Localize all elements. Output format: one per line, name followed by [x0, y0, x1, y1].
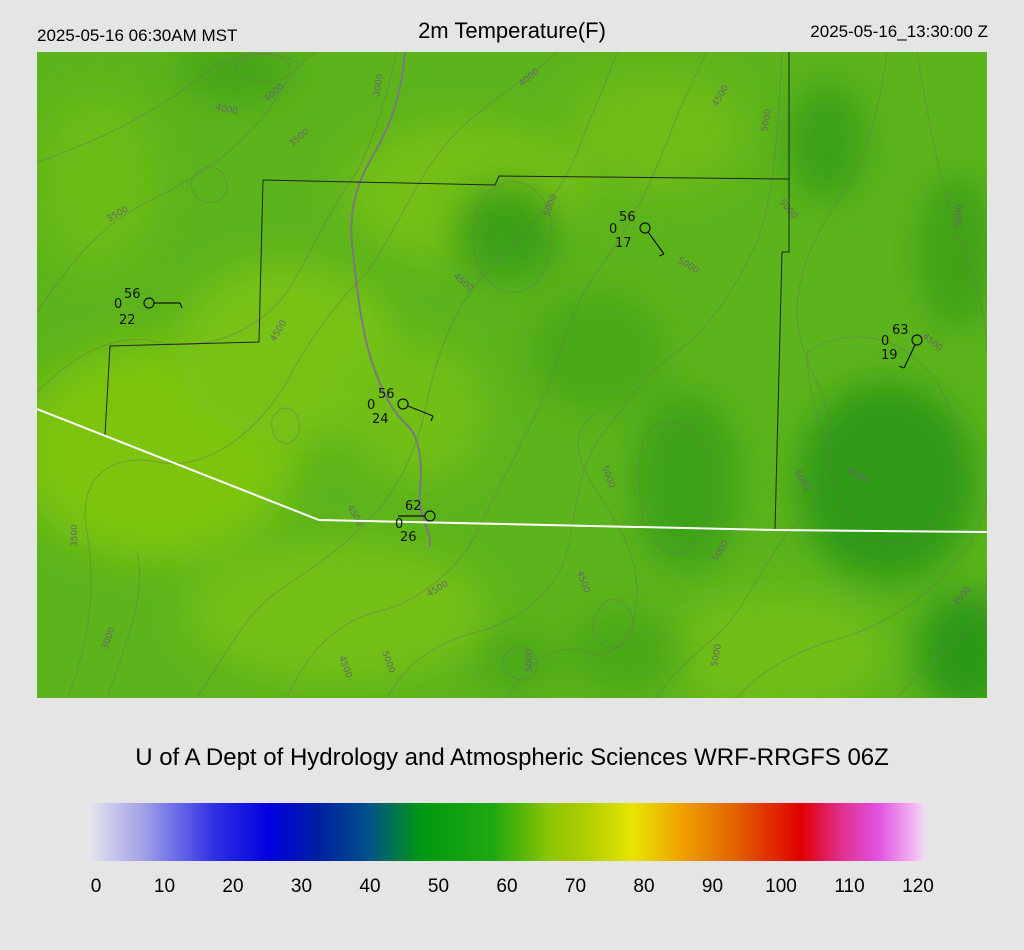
contour-label: 5000 [955, 204, 965, 227]
colorbar-ticks: 0 10 20 30 40 50 60 70 80 90 100 110 120 [0, 876, 1024, 900]
colorbar-tick-label: 30 [290, 876, 313, 897]
contour-label: 4000 [214, 103, 239, 117]
station-cloud: 0 [114, 297, 122, 312]
river [350, 52, 432, 548]
colorbar-tick-label: 70 [564, 876, 587, 897]
station-cloud: 0 [395, 517, 403, 532]
station-cloud: 0 [367, 398, 375, 413]
station-st2[interactable]: 56 0 17 [609, 210, 665, 257]
contour-label: 5000 [760, 108, 774, 133]
station-cloud: 0 [881, 334, 889, 349]
elevation-contours [37, 52, 987, 698]
station-st5[interactable]: 62 0 26 [395, 499, 436, 545]
station-temp: 56 [124, 287, 141, 302]
map-canvas: 4000 4000 3500 3000 4000 4500 5000 3500 … [37, 52, 987, 698]
contour-label: 3500 [70, 524, 80, 547]
colorbar-tick-label: 80 [633, 876, 655, 897]
contour-label: 3000 [372, 73, 386, 98]
contour-label: 5000 [525, 649, 535, 672]
local-time: 2025-05-16 06:30AM MST [37, 26, 238, 45]
colorbar-tick-label: 20 [222, 876, 244, 897]
colorbar-tick-label: 90 [701, 876, 724, 897]
colorbar-tick-label: 100 [765, 876, 797, 897]
border-line [37, 408, 987, 533]
station-temp: 56 [619, 210, 636, 225]
station-st3[interactable]: 63 0 19 [881, 323, 923, 369]
station-dewpoint: 19 [881, 348, 898, 363]
colorbar-tick-label: 110 [834, 876, 865, 897]
colorbar-tick-label: 120 [902, 876, 934, 897]
station-dewpoint: 26 [400, 530, 417, 545]
station-dewpoint: 24 [372, 412, 389, 427]
station-dewpoint: 17 [615, 236, 632, 251]
utc-time: 2025-05-16_13:30:00 Z [810, 22, 988, 41]
colorbar-tick-label: 60 [496, 876, 518, 897]
colorbar-tick-label: 40 [359, 876, 381, 897]
station-temp: 62 [405, 499, 422, 514]
colorbar-tick-label: 50 [427, 876, 450, 897]
station-st4[interactable]: 56 0 24 [367, 387, 434, 427]
map-title: 2m Temperature(F) [418, 18, 606, 43]
temperature-shading [37, 52, 987, 698]
station-cloud: 0 [609, 222, 617, 237]
contour-label: 5000 [710, 643, 724, 668]
colorbar-tick-label: 10 [153, 876, 176, 897]
county-boundaries [104, 52, 790, 531]
station-temp: 56 [378, 387, 395, 402]
colorbar-tick-label: 0 [90, 876, 102, 897]
station-temp: 63 [892, 323, 909, 338]
station-dewpoint: 22 [119, 313, 136, 328]
temperature-map[interactable]: 4000 4000 3500 3000 4000 4500 5000 3500 … [37, 52, 987, 698]
station-st1[interactable]: 56 0 22 [114, 287, 183, 328]
credit-line: U of A Dept of Hydrology and Atmospheric… [135, 744, 889, 771]
temperature-colorbar [88, 803, 926, 861]
